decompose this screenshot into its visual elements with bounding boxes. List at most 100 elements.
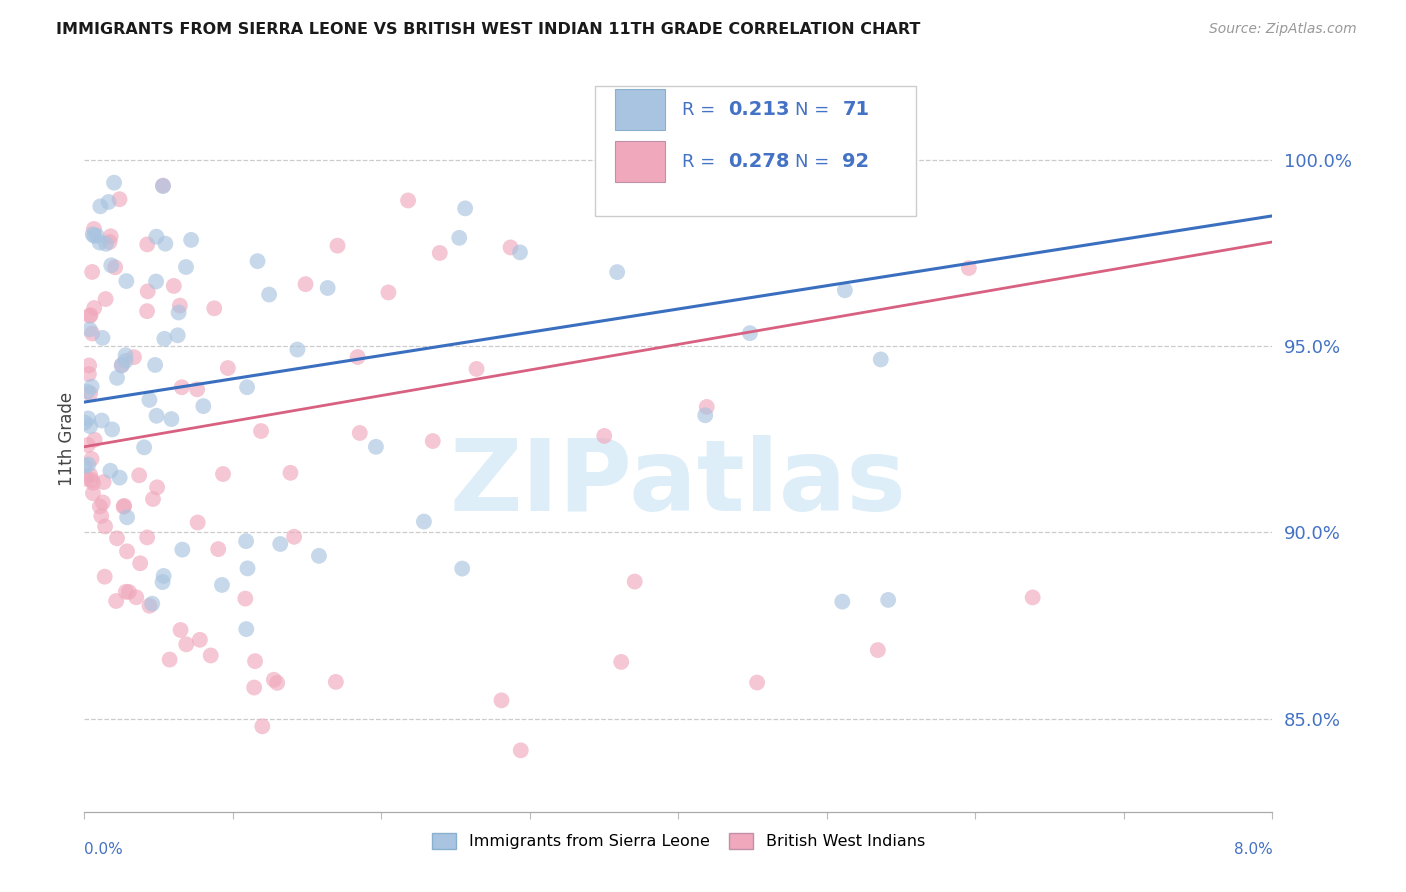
Point [499, 240, 522, 254]
Point [128, 468, 150, 483]
Point [93, 475, 115, 489]
Text: Source: ZipAtlas.com: Source: ZipAtlas.com [1209, 22, 1357, 37]
Point [90, 508, 112, 523]
Point [377, 285, 399, 300]
Point [207, 542, 229, 557]
Point [89, 500, 111, 514]
Text: N =: N = [794, 153, 835, 171]
FancyBboxPatch shape [616, 141, 665, 182]
Point [108, 192, 131, 206]
Point [129, 556, 152, 570]
Point [349, 425, 371, 440]
Point [152, 569, 174, 583]
Point [246, 254, 269, 268]
Point [114, 348, 136, 362]
Text: 71: 71 [842, 100, 869, 120]
Point [153, 332, 176, 346]
Point [90, 413, 112, 427]
Point [188, 632, 211, 647]
Point [77, 411, 100, 425]
Point [111, 359, 134, 373]
Text: IMMIGRANTS FROM SIERRA LEONE VS BRITISH WEST INDIAN 11TH GRADE CORRELATION CHART: IMMIGRANTS FROM SIERRA LEONE VS BRITISH … [56, 22, 921, 37]
Point [422, 434, 444, 448]
Point [163, 279, 186, 293]
Point [325, 674, 347, 689]
Point [169, 623, 191, 637]
Point [98, 235, 121, 249]
Point [252, 719, 274, 733]
Point [877, 593, 900, 607]
Point [606, 265, 628, 279]
Point [957, 261, 980, 276]
Point [76, 384, 98, 399]
Point [211, 578, 233, 592]
Point [73, 458, 96, 473]
Point [166, 328, 188, 343]
FancyBboxPatch shape [616, 89, 665, 130]
Point [593, 429, 616, 443]
Point [308, 549, 330, 563]
Point [152, 575, 174, 590]
Point [696, 400, 718, 414]
Point [236, 380, 259, 394]
Point [115, 274, 138, 288]
Point [79, 322, 101, 336]
Point [136, 531, 159, 545]
Point [695, 409, 717, 423]
Point [77, 359, 100, 373]
Point [82, 227, 104, 242]
Point [115, 584, 138, 599]
Point [77, 458, 100, 472]
Point [79, 419, 101, 434]
Point [79, 386, 101, 401]
Point [82, 475, 104, 490]
Point [105, 531, 128, 545]
Point [193, 399, 215, 413]
Point [186, 382, 208, 396]
Point [83, 228, 105, 243]
Point [610, 655, 633, 669]
Point [449, 231, 471, 245]
Text: 92: 92 [842, 153, 869, 171]
Point [104, 260, 127, 275]
Point [509, 245, 531, 260]
Point [143, 358, 166, 372]
Point [101, 422, 124, 436]
Point [118, 585, 141, 599]
Point [263, 673, 285, 687]
Point [174, 260, 197, 274]
Point [75, 472, 97, 486]
Point [82, 265, 104, 279]
Point [146, 480, 169, 494]
Point [152, 178, 174, 193]
Point [280, 466, 302, 480]
Point [187, 516, 209, 530]
Point [287, 343, 309, 357]
Text: ZIPatlas: ZIPatlas [450, 435, 907, 533]
Point [269, 537, 291, 551]
Text: 8.0%: 8.0% [1233, 841, 1272, 856]
Point [236, 561, 259, 575]
Point [738, 326, 761, 341]
Point [217, 361, 239, 376]
Point [82, 486, 104, 500]
Point [465, 362, 488, 376]
Point [413, 515, 436, 529]
Point [141, 597, 163, 611]
Point [1021, 591, 1043, 605]
Point [83, 222, 105, 236]
Point [111, 358, 134, 372]
Point [80, 379, 103, 393]
Point [172, 542, 194, 557]
Point [169, 299, 191, 313]
Point [80, 473, 103, 487]
Point [170, 380, 193, 394]
Point [91, 495, 114, 509]
Point [138, 599, 160, 613]
Point [115, 544, 138, 558]
Point [97, 194, 120, 209]
Point [114, 354, 136, 368]
Point [145, 229, 167, 244]
Point [136, 237, 159, 252]
Point [112, 499, 135, 513]
